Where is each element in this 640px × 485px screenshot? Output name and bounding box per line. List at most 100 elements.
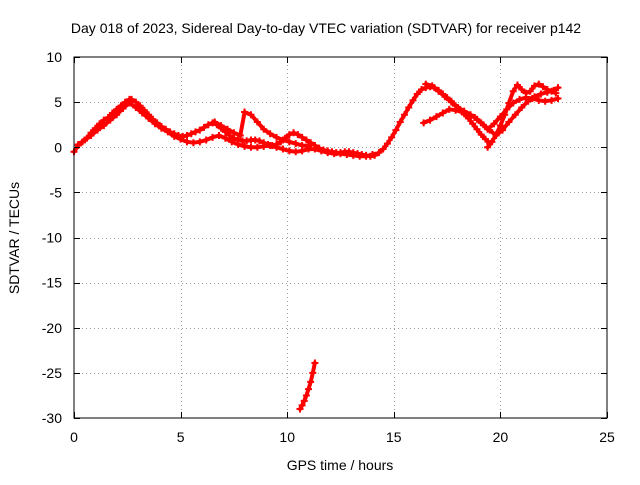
data-point bbox=[305, 385, 313, 393]
data-point bbox=[518, 85, 526, 93]
x-tick-label: 20 bbox=[493, 429, 509, 445]
data-point bbox=[196, 138, 204, 146]
data-point bbox=[224, 125, 232, 133]
x-axis-label: GPS time / hours bbox=[287, 457, 394, 473]
data-point bbox=[330, 150, 338, 158]
data-point bbox=[285, 138, 293, 146]
data-point bbox=[539, 83, 547, 91]
data-point bbox=[531, 82, 539, 90]
data-point bbox=[296, 405, 304, 413]
series-track-g bbox=[296, 359, 319, 413]
data-point bbox=[488, 138, 496, 146]
data-point bbox=[458, 108, 466, 116]
data-point bbox=[247, 111, 255, 119]
data-point bbox=[375, 149, 383, 157]
data-point bbox=[177, 135, 185, 143]
data-point bbox=[441, 93, 449, 101]
data-point bbox=[317, 147, 325, 155]
data-point bbox=[217, 122, 225, 130]
y-tick-label: -20 bbox=[42, 320, 62, 336]
data-point bbox=[492, 131, 500, 139]
data-point bbox=[145, 114, 153, 122]
data-point bbox=[266, 130, 274, 138]
data-point bbox=[230, 129, 238, 137]
data-point bbox=[300, 397, 308, 405]
data-point bbox=[379, 145, 387, 153]
y-tick-label: -15 bbox=[42, 275, 62, 291]
data-point bbox=[189, 139, 197, 147]
x-tick-label: 5 bbox=[177, 429, 185, 445]
data-point bbox=[413, 90, 421, 98]
y-tick-label: -30 bbox=[42, 410, 62, 426]
data-point bbox=[518, 104, 526, 112]
data-point bbox=[311, 145, 319, 153]
data-point bbox=[253, 143, 261, 151]
data-point bbox=[211, 118, 219, 126]
data-point bbox=[548, 87, 556, 95]
data-point bbox=[522, 89, 530, 97]
y-tick-label: -5 bbox=[50, 184, 63, 200]
data-point bbox=[215, 132, 223, 140]
data-point bbox=[209, 133, 217, 141]
data-point bbox=[305, 142, 313, 150]
x-tick-label: 0 bbox=[70, 429, 78, 445]
data-point bbox=[151, 120, 159, 128]
data-point bbox=[234, 141, 242, 149]
data-point bbox=[96, 120, 104, 128]
data-point bbox=[464, 111, 472, 119]
series-track-f bbox=[484, 80, 560, 151]
data-point bbox=[255, 137, 263, 145]
data-point bbox=[200, 123, 208, 131]
data-point bbox=[490, 120, 498, 128]
data-point bbox=[513, 81, 521, 89]
data-point bbox=[273, 133, 281, 141]
data-point bbox=[113, 111, 121, 119]
data-point bbox=[368, 150, 376, 158]
data-point bbox=[535, 96, 543, 104]
data-point bbox=[294, 131, 302, 139]
data-point bbox=[93, 126, 101, 134]
data-point bbox=[548, 96, 556, 104]
data-point bbox=[528, 95, 536, 103]
data-point bbox=[405, 104, 413, 112]
data-point bbox=[183, 138, 191, 146]
x-tick-label: 15 bbox=[386, 429, 402, 445]
data-point bbox=[187, 130, 195, 138]
data-point bbox=[292, 148, 300, 156]
data-point bbox=[136, 102, 144, 110]
data-point bbox=[471, 113, 479, 121]
data-point bbox=[362, 152, 370, 160]
data-point bbox=[228, 138, 236, 146]
series-line bbox=[423, 82, 560, 138]
data-point bbox=[226, 132, 234, 140]
data-point bbox=[292, 140, 300, 148]
data-point bbox=[74, 141, 82, 149]
data-point bbox=[290, 129, 298, 137]
data-point bbox=[307, 139, 315, 147]
data-point bbox=[392, 126, 400, 134]
data-point bbox=[324, 149, 332, 157]
x-tick-label: 25 bbox=[599, 429, 615, 445]
data-point bbox=[298, 133, 306, 141]
data-point bbox=[247, 143, 255, 151]
data-point bbox=[266, 141, 274, 149]
data-point bbox=[509, 87, 517, 95]
data-point bbox=[505, 118, 513, 126]
series-track-c bbox=[211, 108, 313, 150]
data-point bbox=[445, 105, 453, 113]
data-point bbox=[420, 119, 428, 127]
chart-title: Day 018 of 2023, Sidereal Day-to-day VTE… bbox=[71, 20, 581, 36]
data-point bbox=[125, 99, 133, 107]
data-point bbox=[554, 84, 562, 92]
data-point bbox=[164, 128, 172, 136]
data-point bbox=[100, 122, 108, 130]
data-point bbox=[307, 378, 315, 386]
x-tick-label: 10 bbox=[279, 429, 295, 445]
data-point bbox=[426, 116, 434, 124]
data-point bbox=[484, 143, 492, 151]
series-track-e bbox=[420, 94, 562, 133]
data-series bbox=[70, 80, 562, 413]
data-point bbox=[541, 97, 549, 105]
